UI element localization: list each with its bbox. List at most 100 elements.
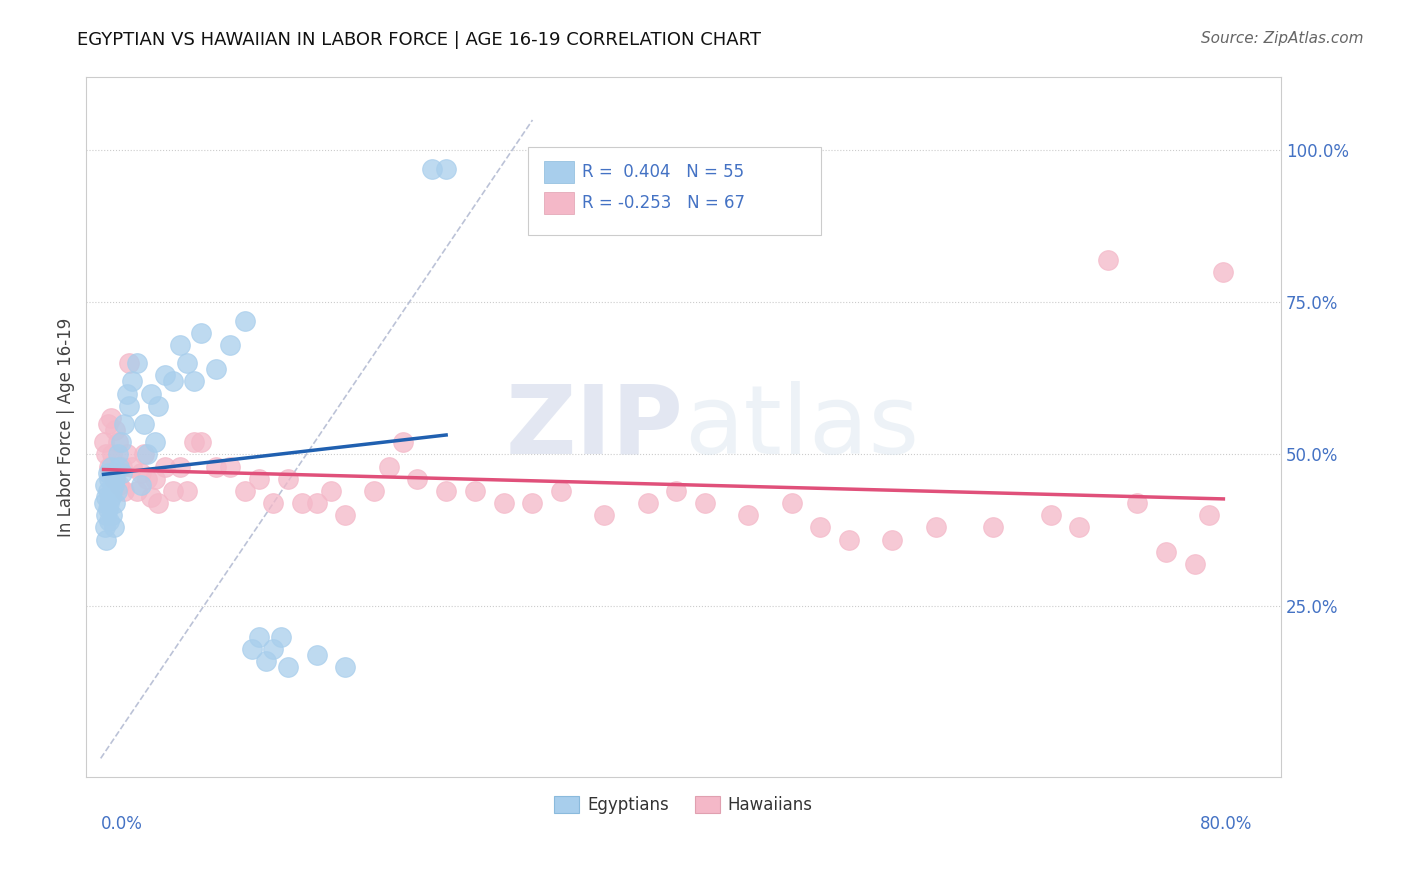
Point — [111, 459, 134, 474]
Point — [98, 514, 121, 528]
Point — [162, 483, 184, 498]
Point — [335, 508, 357, 523]
Point — [101, 483, 124, 498]
Point — [98, 496, 121, 510]
Point — [107, 435, 129, 450]
Point — [1039, 508, 1062, 523]
Point — [205, 362, 228, 376]
Point — [145, 435, 167, 450]
Point — [94, 477, 117, 491]
Point — [112, 483, 135, 498]
Point — [93, 435, 115, 450]
Point — [169, 338, 191, 352]
Point — [277, 660, 299, 674]
Point — [665, 483, 688, 498]
Point — [121, 375, 143, 389]
Point — [108, 477, 131, 491]
Point — [1069, 520, 1091, 534]
Point — [924, 520, 946, 534]
Point — [97, 483, 120, 498]
Point — [695, 496, 717, 510]
Text: EGYPTIAN VS HAWAIIAN IN LABOR FORCE | AGE 16-19 CORRELATION CHART: EGYPTIAN VS HAWAIIAN IN LABOR FORCE | AG… — [77, 31, 761, 49]
Point — [1154, 544, 1177, 558]
Point — [434, 483, 457, 498]
Point — [135, 472, 157, 486]
Legend: Egyptians, Hawaiians: Egyptians, Hawaiians — [548, 789, 820, 821]
Point — [97, 502, 120, 516]
Point — [162, 375, 184, 389]
Point — [464, 483, 486, 498]
Point — [96, 490, 118, 504]
Point — [205, 459, 228, 474]
Point — [176, 483, 198, 498]
Point — [277, 472, 299, 486]
Point — [107, 447, 129, 461]
Point — [101, 447, 124, 461]
Point — [882, 533, 904, 547]
Point — [808, 520, 831, 534]
Text: R = -0.253   N = 67: R = -0.253 N = 67 — [582, 194, 745, 212]
Point — [105, 483, 128, 498]
Point — [98, 472, 121, 486]
Point — [96, 508, 118, 523]
FancyBboxPatch shape — [529, 147, 821, 235]
Point — [377, 459, 399, 474]
Point — [335, 660, 357, 674]
Point — [838, 533, 860, 547]
Point — [132, 417, 155, 431]
Point — [247, 472, 270, 486]
Point — [101, 508, 124, 523]
Point — [363, 483, 385, 498]
Point — [104, 496, 127, 510]
Point — [155, 368, 177, 383]
Point — [104, 423, 127, 437]
Text: 0.0%: 0.0% — [101, 815, 142, 833]
Point — [132, 447, 155, 461]
Point — [1198, 508, 1220, 523]
Point — [100, 490, 122, 504]
Text: atlas: atlas — [683, 381, 918, 474]
Point — [125, 356, 148, 370]
Point — [319, 483, 342, 498]
Point — [115, 386, 138, 401]
Text: ZIP: ZIP — [506, 381, 683, 474]
Point — [247, 630, 270, 644]
Text: R =  0.404   N = 55: R = 0.404 N = 55 — [582, 163, 744, 181]
Point — [125, 483, 148, 498]
Text: 80.0%: 80.0% — [1199, 815, 1253, 833]
Point — [233, 483, 256, 498]
Point — [145, 472, 167, 486]
Point — [169, 459, 191, 474]
Point — [305, 496, 328, 510]
Point — [183, 375, 205, 389]
Point — [1126, 496, 1149, 510]
Point — [98, 459, 121, 474]
Point — [96, 533, 118, 547]
Point — [522, 496, 544, 510]
Point — [93, 496, 115, 510]
Point — [100, 411, 122, 425]
Point — [139, 490, 162, 504]
Point — [492, 496, 515, 510]
Point — [420, 161, 443, 176]
Point — [129, 477, 152, 491]
Point — [305, 648, 328, 662]
Point — [219, 338, 242, 352]
Point — [105, 459, 128, 474]
Point — [254, 654, 277, 668]
Point — [103, 477, 125, 491]
Point — [550, 483, 572, 498]
Point — [112, 417, 135, 431]
Point — [1184, 557, 1206, 571]
Point — [183, 435, 205, 450]
Point — [103, 520, 125, 534]
Point — [190, 326, 212, 340]
Point — [129, 466, 152, 480]
Point — [233, 313, 256, 327]
Point — [434, 161, 457, 176]
Point — [406, 472, 429, 486]
Point — [593, 508, 616, 523]
Point — [148, 399, 170, 413]
Point — [100, 459, 122, 474]
Point — [637, 496, 659, 510]
